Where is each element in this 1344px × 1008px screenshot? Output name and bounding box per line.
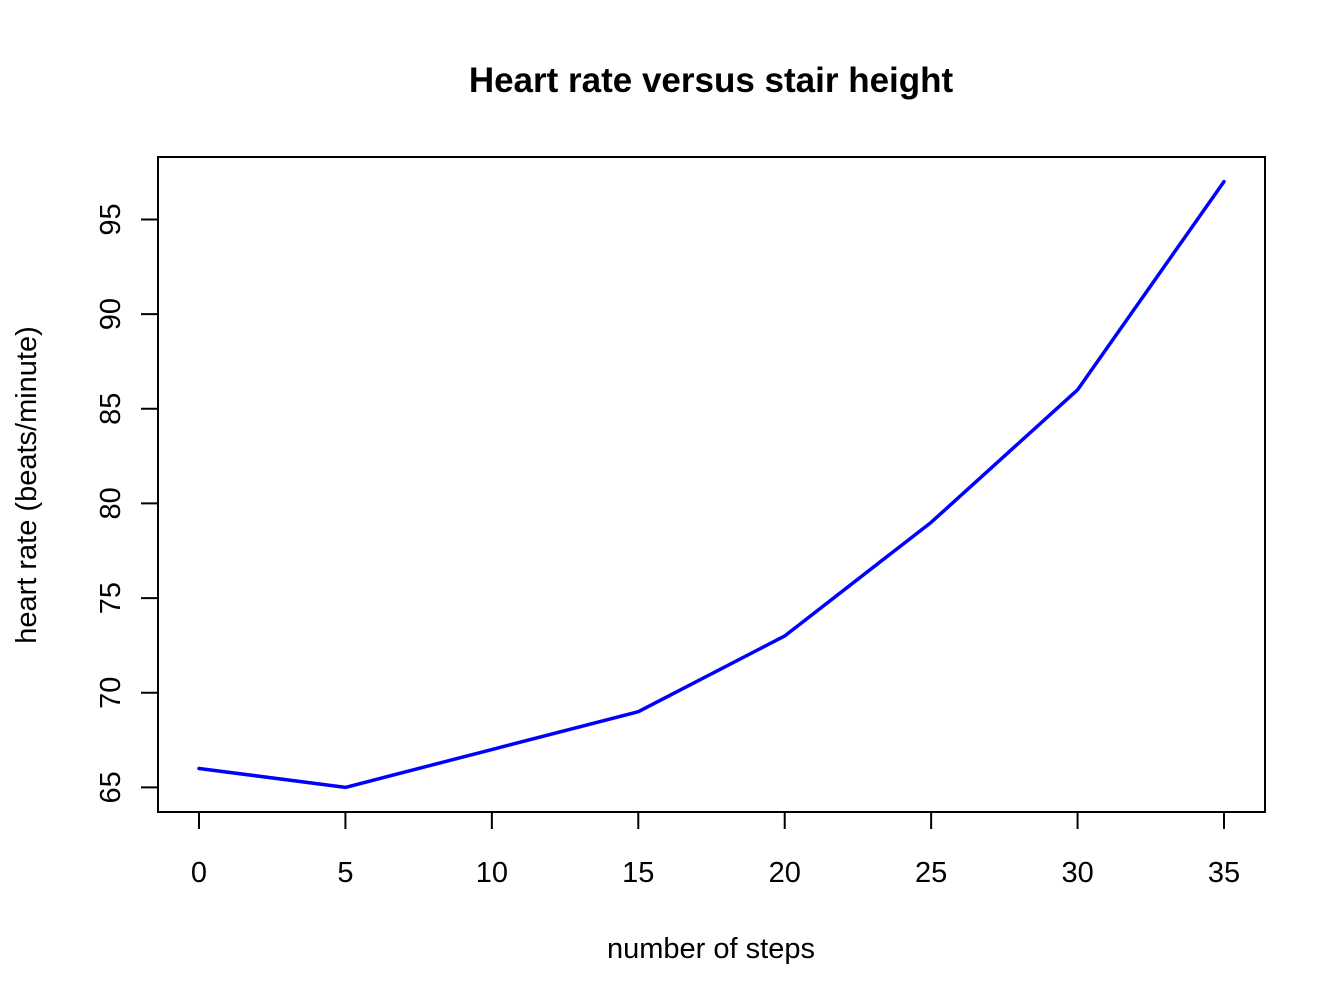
data-point — [929, 521, 933, 524]
data-point — [637, 710, 640, 713]
data-point — [197, 767, 201, 770]
series-layer — [197, 179, 1226, 790]
data-point — [344, 786, 347, 789]
y-tick-label: 95 — [95, 203, 127, 235]
plot-frame — [157, 156, 1266, 813]
data-point — [490, 748, 494, 751]
y-tick-label: 90 — [95, 298, 127, 330]
series-line — [197, 179, 1226, 790]
x-tick-label: 0 — [191, 857, 207, 889]
x-tick-label: 15 — [622, 857, 654, 889]
data-point — [1222, 180, 1226, 183]
x-tick-label: 5 — [337, 857, 353, 889]
y-tick-label: 85 — [95, 393, 127, 425]
data-point — [783, 634, 786, 638]
x-axis: 0 5 10 15 20 25 30 35 — [191, 811, 1240, 889]
x-axis-label: number of steps — [607, 933, 815, 965]
y-tick-label: 70 — [95, 677, 127, 709]
x-tick-label: 30 — [1061, 857, 1093, 889]
y-tick-label: 65 — [95, 771, 127, 803]
chart-title: Heart rate versus stair height — [469, 61, 954, 100]
x-tick-label: 25 — [915, 857, 947, 889]
x-tick-label: 20 — [769, 857, 801, 889]
y-axis-label: heart rate (beats/minute) — [11, 326, 43, 644]
x-tick-label: 10 — [476, 857, 508, 889]
data-point — [1076, 388, 1079, 392]
y-axis: 65 70 75 80 85 90 95 — [95, 203, 159, 804]
y-tick-label: 75 — [95, 582, 127, 614]
x-tick-label: 35 — [1208, 857, 1240, 889]
y-tick-label: 80 — [95, 487, 127, 519]
